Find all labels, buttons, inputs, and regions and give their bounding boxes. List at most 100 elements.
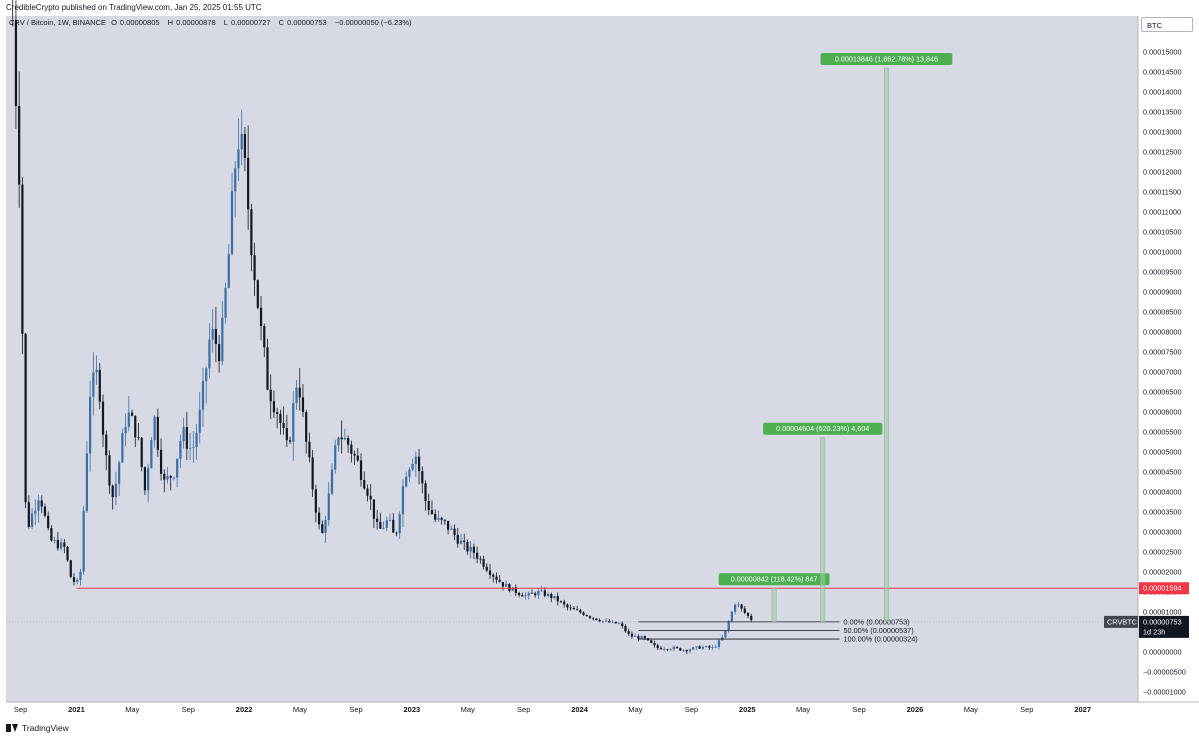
candle-body [47,515,50,529]
projection-bar[interactable] [820,437,826,623]
candle-body [34,510,37,514]
candle-body [443,519,446,521]
candle-body [359,460,363,480]
candle-body [334,445,337,470]
candle-body [592,617,595,619]
projection-bar[interactable] [771,587,777,623]
tradingview-logo[interactable]: TradingView [6,720,69,736]
price-tick-label: 0.00003500 [1143,508,1182,517]
candle-body [89,396,92,454]
price-tick-label: 0.00012500 [1143,148,1182,157]
candle-body [134,415,137,438]
candle-body [85,453,88,511]
price-tick-label: 0.00013000 [1143,128,1182,137]
candle-body [701,647,704,649]
price-tick-label: 0.00004500 [1143,468,1182,477]
candle-body [98,369,101,402]
candle-body [59,542,63,549]
time-axis: Sep 2021 May Sep 2022 May Sep 2023 May Sep 2024 May… [14,705,1091,714]
candle-body [572,607,575,610]
candle-body [566,604,569,608]
candle-body [224,287,227,318]
candle-body [105,434,108,456]
candle-body [159,449,163,474]
candle-body [530,592,534,594]
price-tick-label: 0.00008500 [1143,308,1182,317]
candle-body [659,648,663,650]
candle-body [653,643,656,646]
candle-body [192,447,195,449]
time-tick-label: May [628,705,642,714]
candle-body [672,647,675,650]
candle-body [582,612,585,615]
candle-body [179,441,182,459]
symbol-tag [1104,615,1138,628]
candle-body [176,458,179,478]
candle-body [169,476,172,478]
candle-body [514,587,517,593]
candle-body [279,413,282,423]
symbol-label[interactable]: CRV / Bitcoin, 1W, BINANCE [9,18,106,27]
candle-body [376,518,379,522]
fib-level-label: 0.00% (0.00000753) [843,617,909,626]
candle-body [353,453,356,456]
projection-label-box[interactable] [820,53,953,66]
candle-body [147,468,150,491]
candle-body [337,437,340,446]
candle-body [579,610,582,613]
candle-body [369,495,372,500]
time-tick-label: 2027 [1074,705,1091,714]
candle-body [466,542,469,552]
candle-body [143,467,147,491]
price-tick-label: 0.00010500 [1143,228,1182,237]
candle-body [698,646,701,649]
drawing-overlays: 0.00% (0.00000753)50.00% (0.00000537)100… [6,53,1138,644]
candle-body [479,558,482,560]
price-axis: 0.00015000 0.00014500 0.00014000 0.00013500… [1143,48,1186,697]
projection-bar[interactable] [883,67,889,623]
last-price-tag-text: 0.00000753 [1143,617,1182,626]
open-value: 0.00000805 [119,18,160,27]
candle-body [692,647,695,650]
candle-body [11,20,14,21]
candle-body [434,513,437,520]
candle-body [292,402,295,442]
time-tick-label: 2026 [907,705,924,714]
time-tick-label: May [293,705,307,714]
candle-body [259,307,263,327]
time-tick-label: 2021 [68,705,85,714]
candle-body [669,649,672,651]
candle-body [256,280,259,308]
candle-body [350,444,353,454]
candle-body [311,457,314,490]
price-tick-label: 0.00006000 [1143,408,1182,417]
candle-body [156,416,159,450]
candle-body [395,532,398,534]
candle-body [463,540,466,543]
candle-body [724,630,727,638]
candle-body [446,520,450,530]
candle-body [401,486,405,515]
candle-body [205,368,208,382]
price-tick-label: 0.00001000 [1143,608,1182,617]
candle-body [214,328,217,345]
candle-body [140,437,143,468]
time-tick-label: May [796,705,810,714]
candle-body [388,519,392,521]
candle-body [505,584,508,587]
candle-body [163,473,166,480]
candle-body [79,571,82,580]
plot-area[interactable] [6,16,1138,702]
candle-body [56,539,59,549]
candle-body [714,646,717,648]
candle-body [488,570,492,575]
candle-body [405,476,408,487]
projection-label-box[interactable] [718,573,830,586]
candle-body [172,477,176,479]
projection-label-box[interactable] [763,422,883,435]
price-tick-label: 0.00012000 [1143,168,1182,177]
currency-selector[interactable]: BTC [1141,17,1193,32]
candle-body [343,437,346,440]
candle-body [453,528,456,535]
